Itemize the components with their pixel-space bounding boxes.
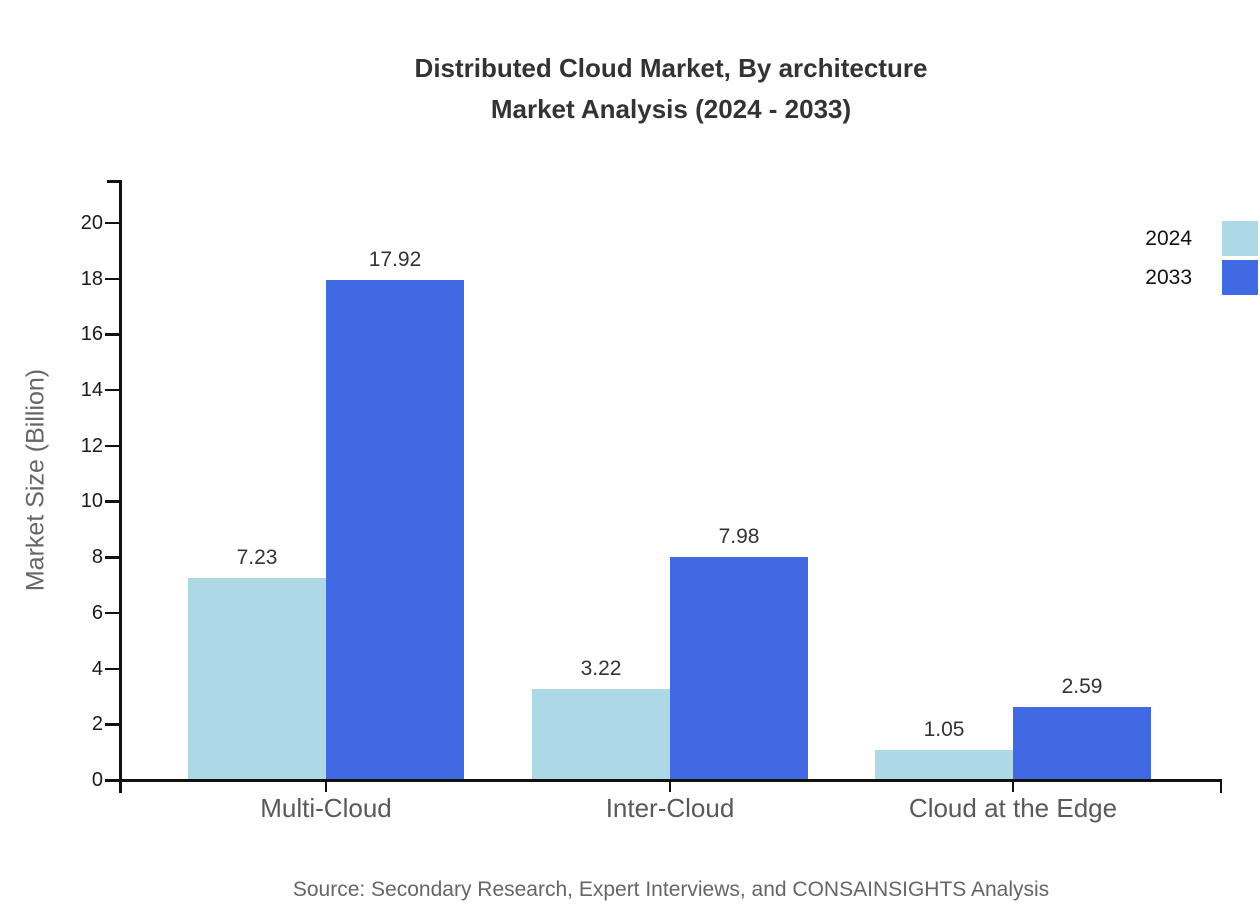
y-axis-tick-label: 4 (91, 657, 103, 680)
x-axis-tick (1011, 781, 1015, 792)
y-axis-spine (119, 180, 122, 793)
y-axis-tick (105, 444, 119, 448)
bar-2024-1 (532, 689, 670, 779)
bar-value-label: 17.92 (368, 247, 422, 271)
y-axis-tick-label: 6 (91, 601, 103, 624)
chart-title-line1: Distributed Cloud Market, By architectur… (414, 53, 928, 83)
bar-value-label: 2.59 (1061, 674, 1103, 698)
x-axis-spine (119, 779, 1222, 782)
bar-2024-0 (188, 577, 326, 779)
y-axis-tick-label: 2 (91, 713, 103, 736)
y-axis-tick (105, 723, 119, 726)
y-axis-tick-label: 12 (80, 434, 103, 457)
y-axis-tick-label: 8 (91, 546, 103, 569)
y-axis-tick (105, 779, 119, 782)
y-axis-tick (105, 667, 119, 671)
legend-item-2024: 2024 (1080, 219, 1258, 258)
bar-value-label: 3.22 (580, 657, 622, 681)
y-axis-tick-label: 20 (80, 211, 103, 234)
legend-label: 2024 (1145, 226, 1192, 250)
bar-2033-2 (1013, 706, 1151, 779)
y-axis-tick (105, 500, 119, 503)
x-axis-category-label: Cloud at the Edge (908, 793, 1118, 823)
bar-value-label: 7.98 (718, 524, 760, 548)
x-axis-right-cap (1219, 779, 1222, 793)
bar-value-label: 7.23 (236, 545, 278, 569)
bar-2033-0 (326, 279, 464, 779)
legend-label: 2033 (1145, 265, 1192, 289)
y-axis-top-cap (107, 180, 119, 183)
y-axis-tick (105, 556, 119, 559)
legend-swatch (1222, 221, 1258, 256)
y-axis-tick (105, 388, 119, 392)
x-axis-category-label: Multi-Cloud (260, 793, 392, 823)
y-axis-tick (105, 277, 119, 281)
legend: 2024 2033 (1080, 219, 1258, 297)
bar-value-label: 1.05 (923, 717, 965, 741)
x-axis-tick (324, 781, 328, 792)
chart-title-line2: Market Analysis (2024 - 2033) (490, 94, 852, 124)
chart-title: Distributed Cloud Market, By architectur… (119, 48, 1223, 130)
y-axis-tick-label: 16 (80, 323, 103, 346)
y-axis-tick (105, 333, 119, 336)
bar-2033-1 (670, 556, 808, 779)
legend-swatch (1222, 260, 1258, 295)
source-note: Source: Secondary Research, Expert Inter… (292, 878, 1050, 901)
y-axis-tick (105, 221, 119, 225)
x-axis-tick (668, 781, 672, 792)
y-axis-tick (105, 611, 119, 615)
legend-item-2033: 2033 (1080, 258, 1258, 297)
x-axis-category-label: Inter-Cloud (605, 793, 735, 823)
y-axis-tick-label: 14 (80, 378, 103, 401)
y-axis-tick-label: 0 (91, 769, 103, 791)
y-axis-tick-label: 18 (80, 267, 103, 290)
y-axis-tick-label: 10 (80, 490, 103, 513)
bar-2024-2 (875, 749, 1013, 779)
